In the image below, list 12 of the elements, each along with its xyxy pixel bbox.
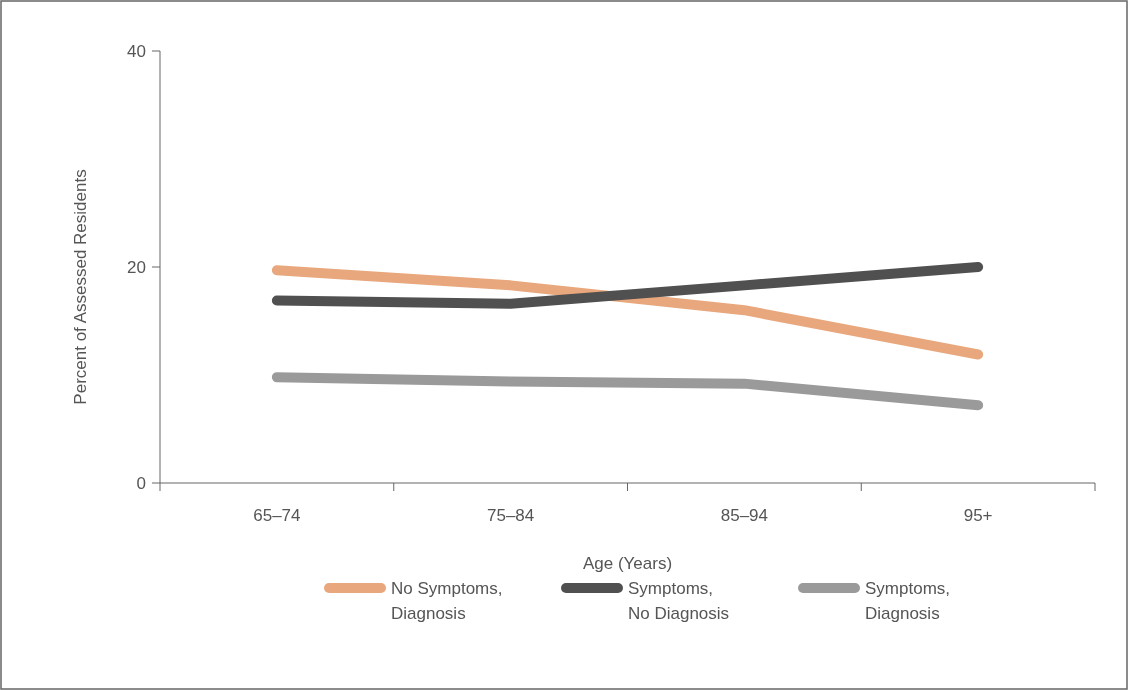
y-tick-label: 0 — [136, 474, 146, 493]
legend-label: No Symptoms, Diagnosis — [391, 579, 503, 623]
x-tick-label: 85–94 — [720, 506, 769, 525]
legend-label: Symptoms, Diagnosis — [865, 579, 951, 623]
x-tick-label: 65–74 — [253, 506, 301, 525]
y-axis-title: Percent of Assessed Residents — [71, 169, 90, 405]
x-tick-label: 95+ — [963, 506, 993, 525]
legend-label: Symptoms, No Diagnosis — [628, 579, 730, 623]
x-axis-title: Age (Years) — [582, 554, 673, 573]
x-tick-label: 75–84 — [486, 506, 535, 525]
y-tick-label: 40 — [127, 42, 146, 61]
y-tick-label: 20 — [127, 258, 146, 277]
